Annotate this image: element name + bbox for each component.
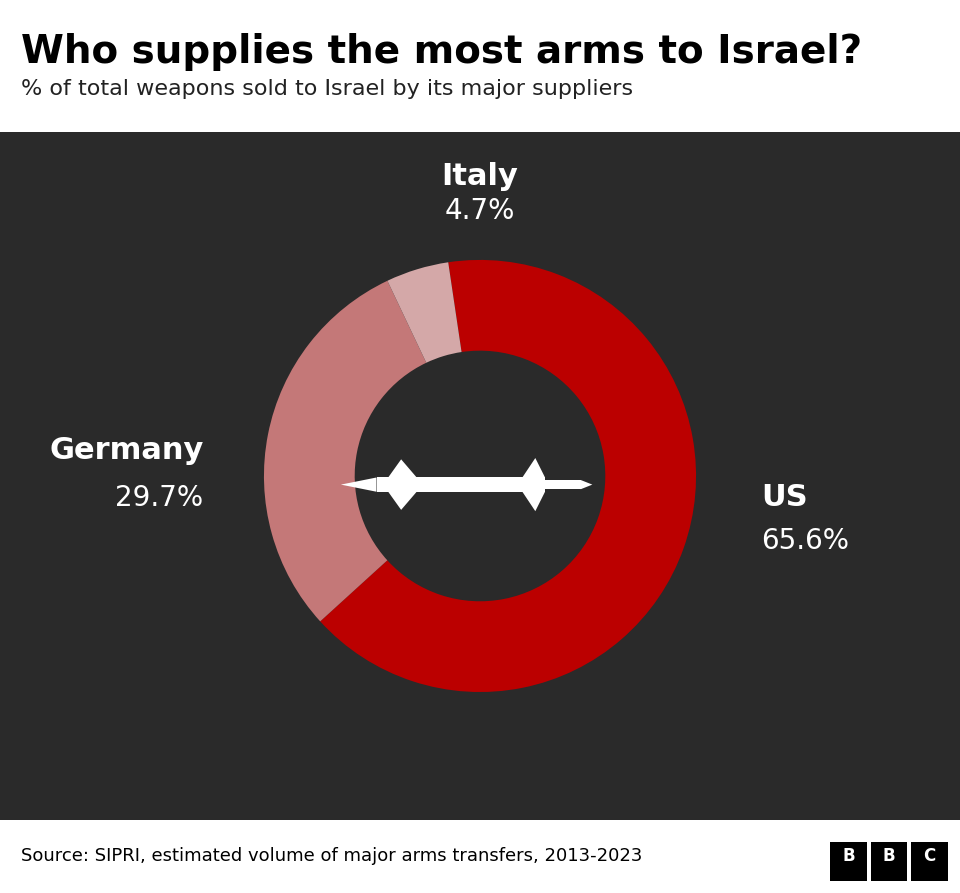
FancyBboxPatch shape bbox=[911, 841, 948, 880]
Polygon shape bbox=[341, 478, 376, 492]
Polygon shape bbox=[581, 480, 592, 489]
Bar bbox=[545, 480, 581, 489]
FancyBboxPatch shape bbox=[830, 841, 867, 880]
Text: B: B bbox=[882, 847, 896, 865]
Text: Germany: Germany bbox=[49, 436, 204, 464]
Text: 4.7%: 4.7% bbox=[444, 197, 516, 225]
Text: 29.7%: 29.7% bbox=[115, 484, 204, 512]
Polygon shape bbox=[388, 459, 417, 478]
Polygon shape bbox=[388, 492, 417, 510]
Text: % of total weapons sold to Israel by its major suppliers: % of total weapons sold to Israel by its… bbox=[21, 79, 634, 99]
Wedge shape bbox=[388, 263, 462, 363]
Polygon shape bbox=[522, 458, 545, 478]
Text: Source: SIPRI, estimated volume of major arms transfers, 2013-2023: Source: SIPRI, estimated volume of major… bbox=[21, 847, 642, 865]
Text: Who supplies the most arms to Israel?: Who supplies the most arms to Israel? bbox=[21, 33, 862, 71]
Text: US: US bbox=[761, 483, 807, 512]
Text: B: B bbox=[842, 847, 855, 865]
Text: 65.6%: 65.6% bbox=[761, 527, 849, 555]
Text: C: C bbox=[924, 847, 935, 865]
Wedge shape bbox=[321, 260, 696, 692]
Wedge shape bbox=[264, 280, 426, 622]
Text: Italy: Italy bbox=[442, 162, 518, 191]
Bar bbox=[376, 478, 545, 492]
FancyBboxPatch shape bbox=[871, 841, 907, 880]
Polygon shape bbox=[522, 492, 545, 511]
